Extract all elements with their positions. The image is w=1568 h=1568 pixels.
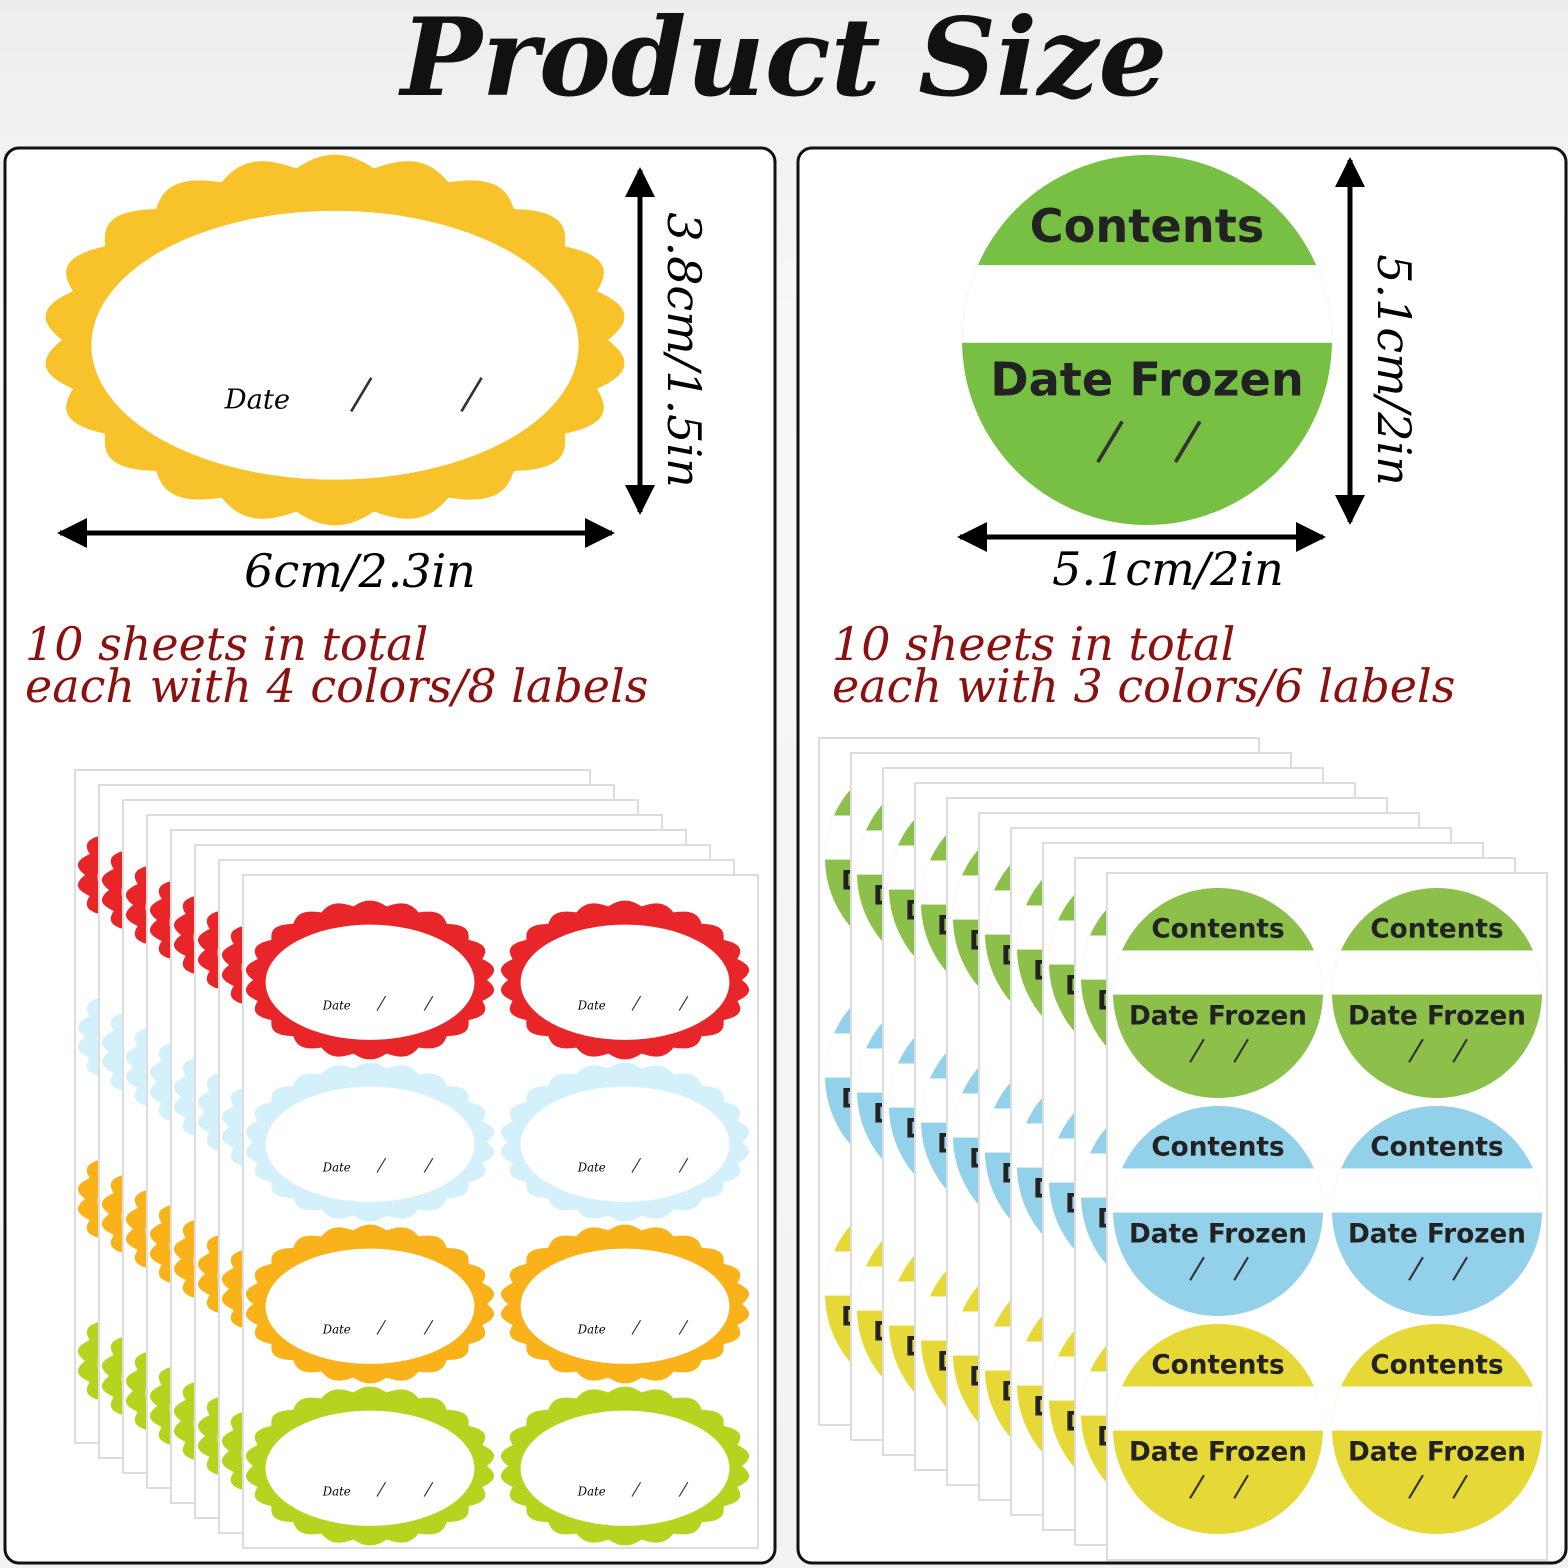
left-height: 3.8cm/1.5in xyxy=(657,212,711,488)
label-date: Date xyxy=(322,1160,351,1174)
label-band xyxy=(1332,1168,1542,1213)
round-label xyxy=(1332,1106,1542,1316)
label-inner xyxy=(520,1086,730,1202)
round-label xyxy=(1332,888,1542,1098)
label-date-frozen: Date Frozen xyxy=(1129,1220,1307,1250)
label-date: Date xyxy=(322,998,351,1012)
right-height: 5.1cm/2in xyxy=(1367,254,1421,486)
slash xyxy=(631,1319,642,1335)
round-label xyxy=(1113,1324,1323,1534)
slash xyxy=(678,1319,689,1335)
label-date: Date xyxy=(224,384,290,415)
label-date-frozen: Date Frozen xyxy=(1129,1438,1307,1468)
label-contents: Contents xyxy=(1370,1350,1503,1380)
title: Product Size xyxy=(398,0,1168,121)
slash xyxy=(376,995,387,1011)
label-inner xyxy=(520,1248,730,1364)
slash xyxy=(1452,1474,1468,1499)
label-date-frozen: Date Frozen xyxy=(1348,1220,1526,1250)
slash xyxy=(1452,1256,1468,1281)
label-band xyxy=(1113,1168,1323,1213)
left-line2: each with 4 colors/8 labels xyxy=(25,659,648,713)
slash xyxy=(1189,1256,1205,1281)
label-contents: Contents xyxy=(1370,1132,1503,1162)
label-date: Date xyxy=(322,1484,351,1498)
right-width: 5.1cm/2in xyxy=(1052,542,1284,596)
slash xyxy=(1233,1474,1249,1499)
slash xyxy=(631,995,642,1011)
left-line1: 10 sheets in total xyxy=(25,617,428,671)
label-inner xyxy=(265,924,475,1040)
label-date: Date xyxy=(577,1484,606,1498)
slash xyxy=(423,1157,434,1173)
round-label xyxy=(1332,1324,1542,1534)
label-band xyxy=(1332,950,1542,995)
label-date: Date xyxy=(577,998,606,1012)
slash xyxy=(423,1319,434,1335)
label-band xyxy=(1332,1386,1542,1431)
slash xyxy=(678,1481,689,1497)
right-line1: 10 sheets in total xyxy=(832,617,1235,671)
slash xyxy=(678,995,689,1011)
slash xyxy=(631,1481,642,1497)
label-inner xyxy=(265,1410,475,1526)
label-date: Date xyxy=(577,1160,606,1174)
label-band xyxy=(962,265,1332,343)
slash xyxy=(1173,420,1202,464)
slash xyxy=(631,1157,642,1173)
label-contents: Contents xyxy=(1370,914,1503,944)
label-date-frozen: Date Frozen xyxy=(990,353,1304,407)
label-contents: Contents xyxy=(1151,1350,1284,1380)
label-date-frozen: Date Frozen xyxy=(1129,1002,1307,1032)
label-inner xyxy=(91,210,579,480)
slash xyxy=(1452,1038,1468,1063)
label-contents: Contents xyxy=(1151,1132,1284,1162)
round-label xyxy=(962,155,1332,525)
slash xyxy=(1189,1038,1205,1063)
label-inner xyxy=(520,924,730,1040)
illustrations: Date Contents Date Frozen Date Date Date Date D… xyxy=(45,154,1548,1561)
slash xyxy=(1189,1474,1205,1499)
slash xyxy=(1408,1256,1424,1281)
label-contents: Contents xyxy=(1030,199,1265,253)
slash xyxy=(376,1157,387,1173)
label-date-frozen: Date Frozen xyxy=(1348,1002,1526,1032)
label-band xyxy=(1113,1386,1323,1431)
slash xyxy=(350,377,373,413)
slash xyxy=(376,1481,387,1497)
right-line2: each with 3 colors/6 labels xyxy=(832,659,1455,713)
label-date-frozen: Date Frozen xyxy=(1348,1438,1526,1468)
round-label xyxy=(1113,888,1323,1098)
slash xyxy=(1233,1038,1249,1063)
slash xyxy=(460,377,483,413)
slash xyxy=(1408,1038,1424,1063)
slash xyxy=(423,1481,434,1497)
slash xyxy=(678,1157,689,1173)
label-inner xyxy=(265,1086,475,1202)
label-date: Date xyxy=(322,1322,351,1336)
label-inner xyxy=(265,1248,475,1364)
slash xyxy=(423,995,434,1011)
label-contents: Contents xyxy=(1151,914,1284,944)
left-width: 6cm/2.3in xyxy=(244,544,476,598)
slash xyxy=(376,1319,387,1335)
slash xyxy=(1233,1256,1249,1281)
label-band xyxy=(1113,950,1323,995)
label-inner xyxy=(520,1410,730,1526)
round-label xyxy=(1113,1106,1323,1316)
label-date: Date xyxy=(577,1322,606,1336)
slash xyxy=(1096,420,1124,464)
slash xyxy=(1408,1474,1424,1499)
